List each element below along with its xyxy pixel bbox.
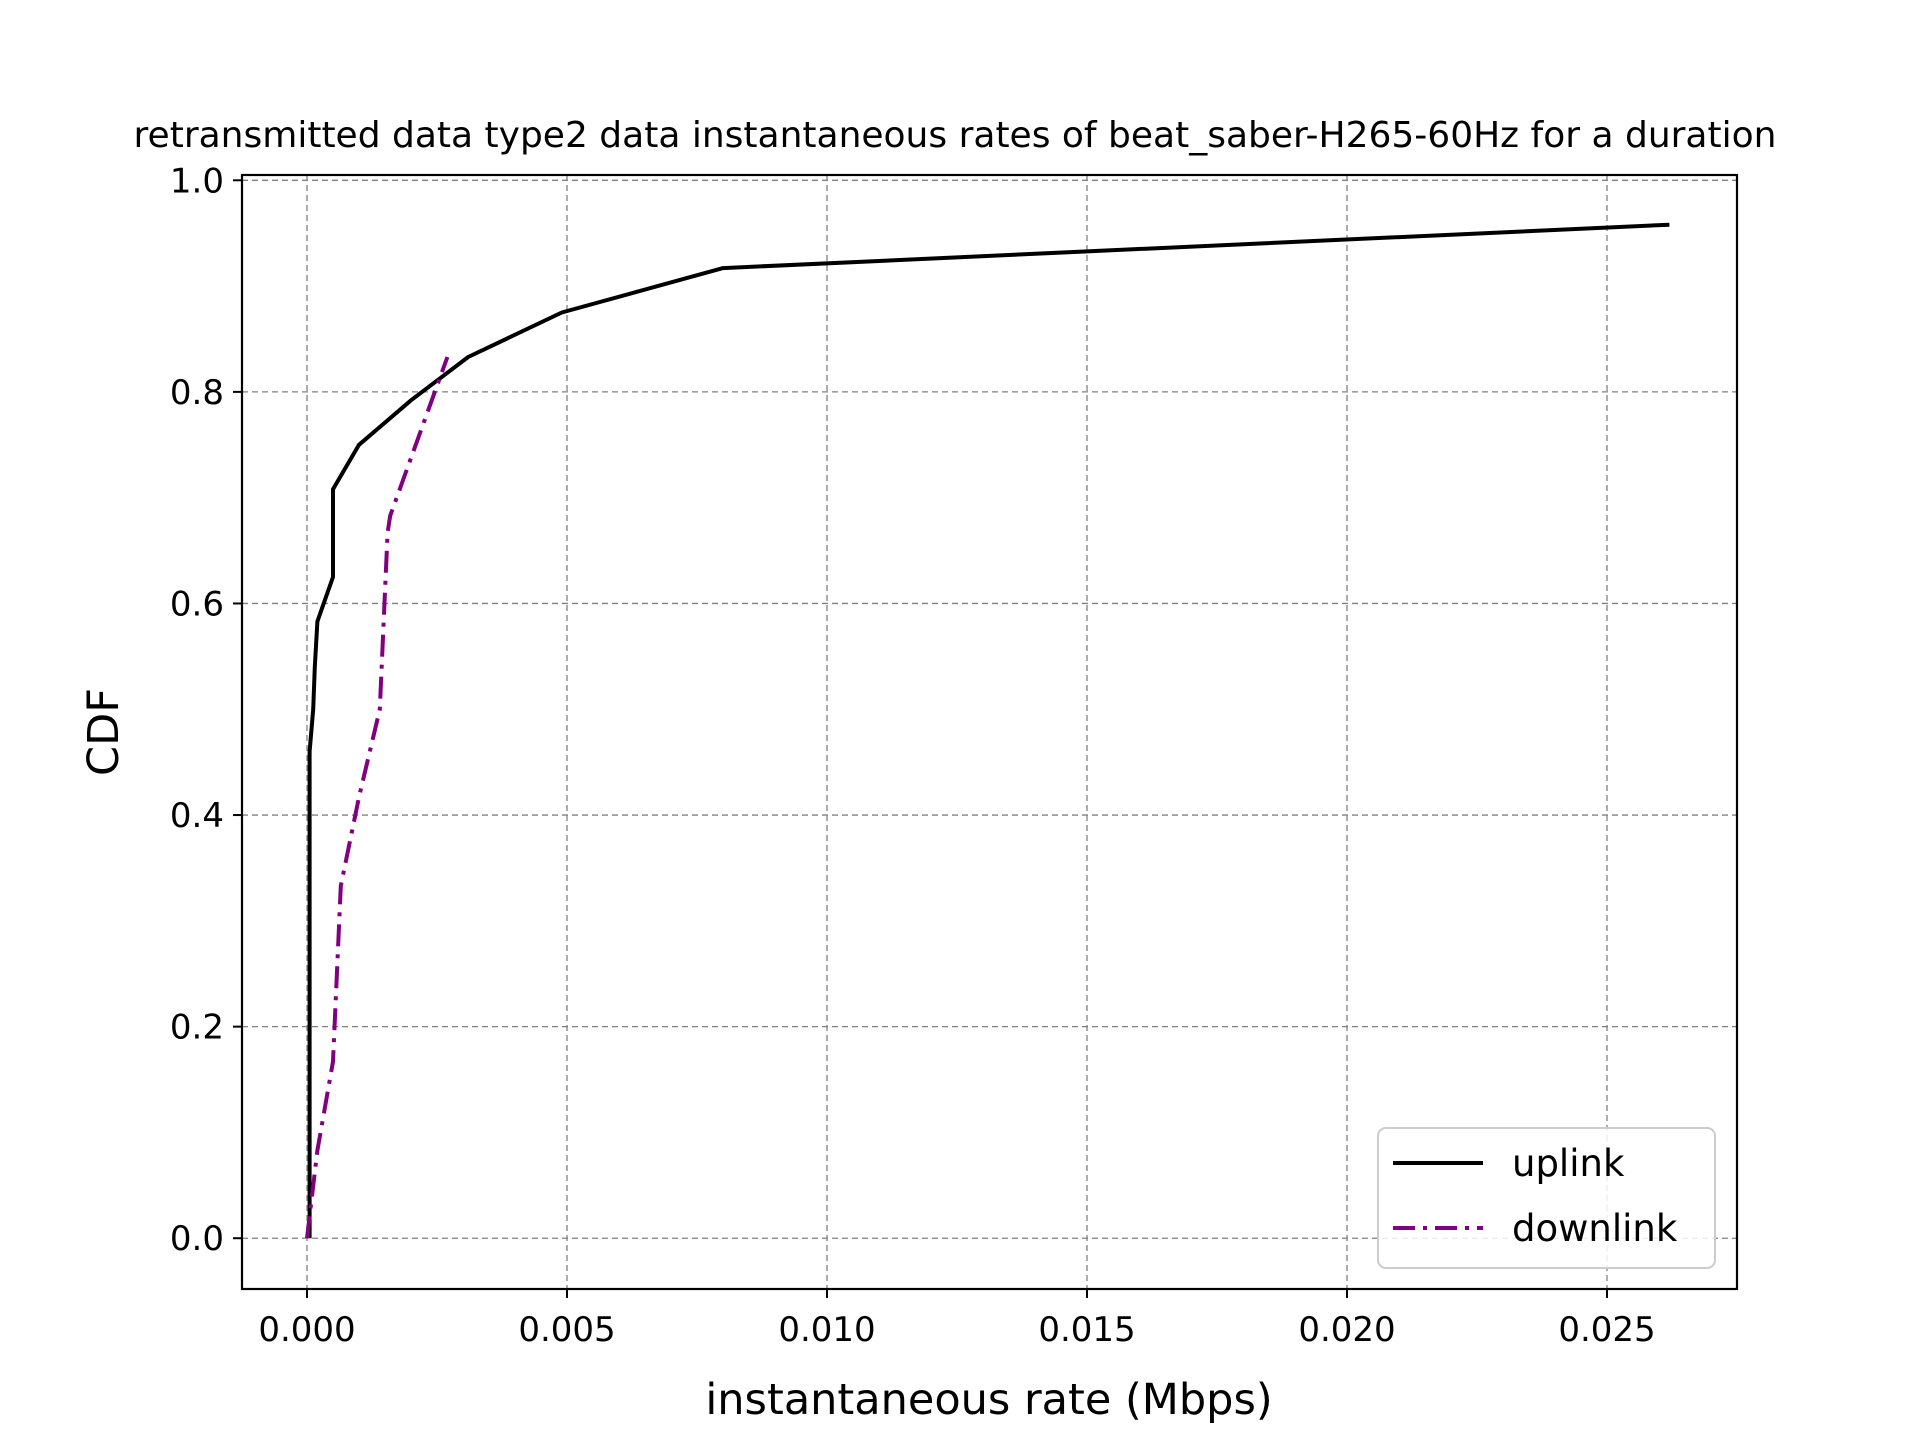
x-tick-label: 0.010 [778, 1310, 875, 1350]
x-tick-label: 0.005 [518, 1310, 615, 1350]
x-tick-label: 0.020 [1298, 1310, 1395, 1350]
x-tick-label: 0.000 [258, 1310, 355, 1350]
series-line-downlink [305, 356, 450, 1239]
legend-label-uplink: uplink [1512, 1142, 1625, 1185]
plot-frame [240, 173, 1739, 1291]
y-tick-label: 0.4 [170, 796, 224, 836]
legend: uplink downlink [1377, 1127, 1716, 1269]
chart-title: retransmitted data type2 data instantane… [134, 115, 1777, 156]
x-tick-label: 0.025 [1558, 1310, 1655, 1350]
y-tick-label: 1.0 [170, 161, 224, 201]
x-tick-label: 0.015 [1038, 1310, 1135, 1350]
legend-label-downlink: downlink [1512, 1207, 1678, 1250]
series-lines [305, 222, 1670, 1239]
y-tick-label: 0.2 [170, 1008, 224, 1048]
x-axis-ticks: 0.000 0.005 0.010 0.015 0.020 0.025 [258, 1289, 1656, 1350]
x-axis-label: instantaneous rate (Mbps) [705, 1375, 1272, 1425]
series-line-uplink [307, 222, 1670, 1239]
y-tick-label: 0.0 [170, 1219, 224, 1259]
y-tick-label: 0.8 [170, 373, 224, 413]
y-axis-ticks: 0.0 0.2 0.4 0.6 0.8 1.0 [170, 161, 242, 1259]
y-tick-label: 0.6 [170, 584, 224, 624]
y-axis-label: CDF [79, 688, 129, 776]
